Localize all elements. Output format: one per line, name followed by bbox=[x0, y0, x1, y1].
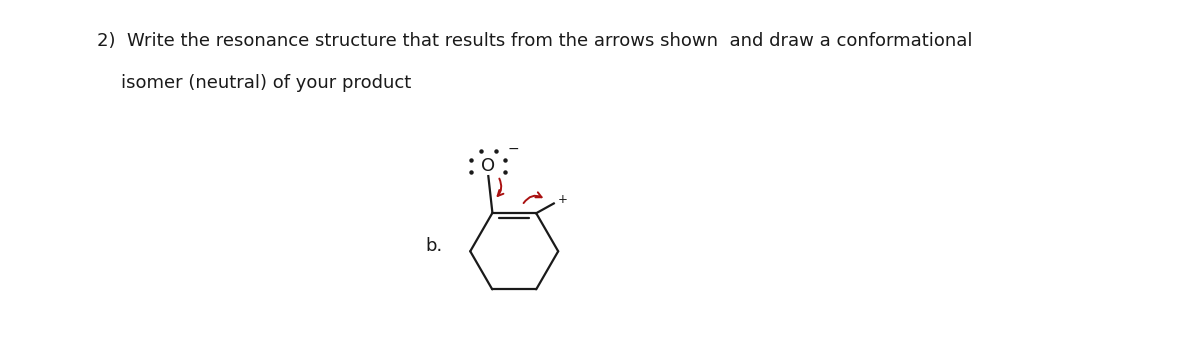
Text: isomer (neutral) of your product: isomer (neutral) of your product bbox=[121, 73, 412, 92]
Text: b.: b. bbox=[426, 237, 443, 255]
Text: +: + bbox=[558, 193, 568, 206]
Text: O: O bbox=[481, 157, 496, 175]
FancyArrowPatch shape bbox=[498, 179, 504, 196]
FancyArrowPatch shape bbox=[523, 192, 541, 203]
Text: 2)  Write the resonance structure that results from the arrows shown  and draw a: 2) Write the resonance structure that re… bbox=[97, 32, 972, 49]
Text: −: − bbox=[508, 142, 520, 156]
